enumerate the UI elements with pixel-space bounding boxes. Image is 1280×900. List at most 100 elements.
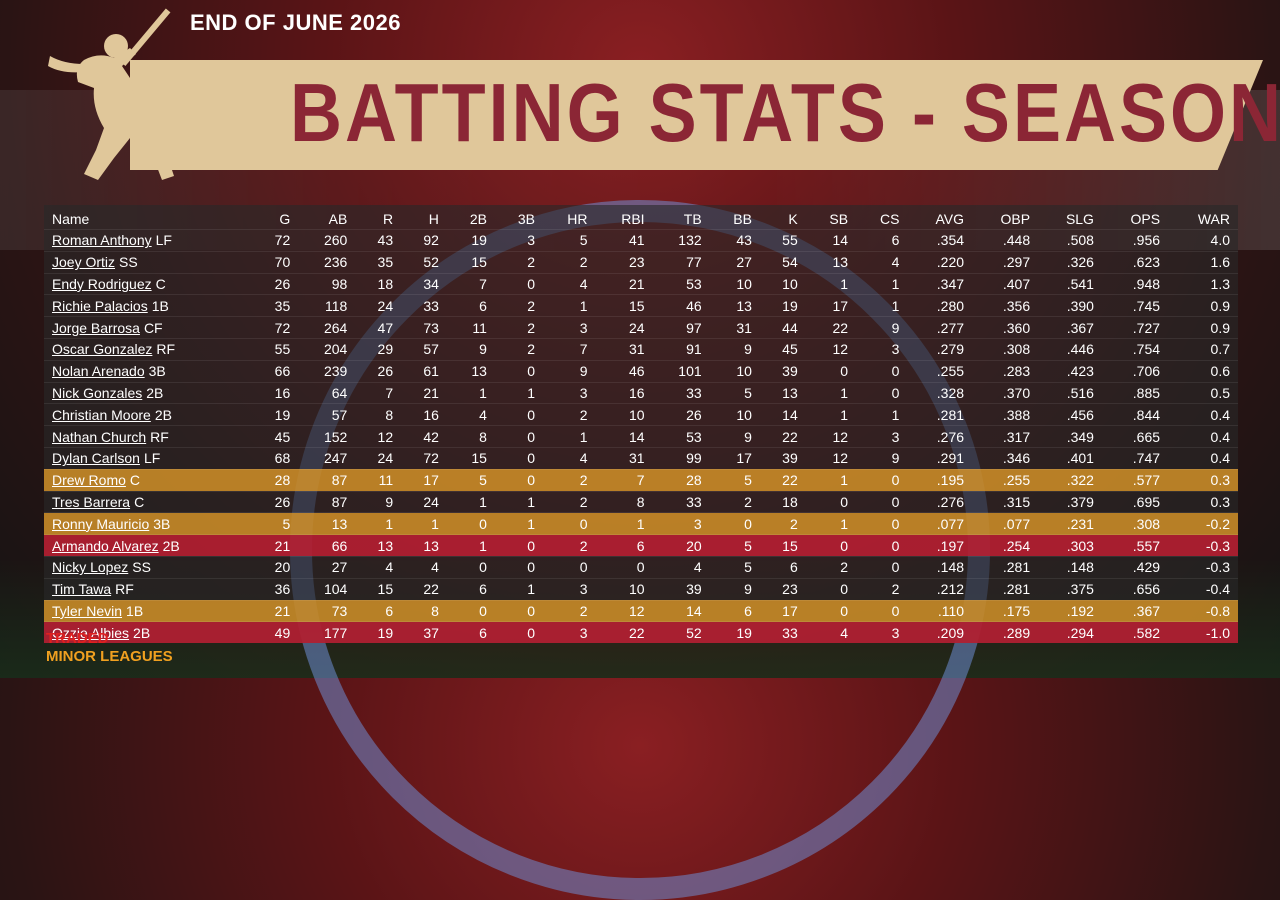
- table-row[interactable]: Tres Barrera C 26 87 9 24 1 1 2 8 33 2 18 0 0.276.315.…: [44, 490, 1238, 513]
- stat-cell-r: 43: [355, 229, 402, 252]
- player-name-link[interactable]: Endy Rodriguez: [52, 275, 152, 292]
- stat-cell-obp: .317: [972, 425, 1039, 448]
- player-name-link[interactable]: Ozzie Albies: [52, 624, 130, 641]
- stat-cell-h: 4: [401, 555, 447, 579]
- stat-cell-g: 5: [252, 512, 299, 535]
- table-row[interactable]: Tyler Nevin 1B 21 73 6 8 0 0 2 12 14 6 17 0 0.110.175.…: [44, 599, 1238, 622]
- table-row[interactable]: Christian Moore 2B 19 57 8 16 4 0 2 10 26 10 14 1 1.28…: [44, 403, 1238, 426]
- table-row[interactable]: Jorge Barrosa CF 72 264 47 73 11 2 3 24 97 31 44 22 9.…: [44, 316, 1238, 339]
- stat-cell-ab: 87: [298, 468, 356, 492]
- table-row[interactable]: Nicky Lopez SS 20 27 4 4 0 0 0 0 4 5 6 2 0.148.281.148…: [44, 555, 1238, 579]
- stat-cell-rbi: 16: [595, 381, 653, 404]
- stat-cell-avg: .212: [907, 577, 973, 601]
- player-name-link[interactable]: Tres Barrera: [52, 493, 131, 510]
- table-row[interactable]: Endy Rodriguez C 26 98 18 34 7 0 4 21 53 10 10 1 1.347…: [44, 272, 1238, 295]
- column-header-3b[interactable]: 3B: [517, 211, 535, 227]
- column-header-cs[interactable]: CS: [880, 211, 900, 227]
- stat-cell-bb: 5: [709, 534, 760, 557]
- stat-cell-avg: .347: [907, 272, 973, 295]
- stat-cell-h: 17: [401, 468, 447, 492]
- column-header-sb[interactable]: SB: [829, 211, 849, 227]
- column-header-ab[interactable]: AB: [328, 211, 348, 227]
- table-row[interactable]: Richie Palacios 1B 35 118 24 33 6 2 1 15 46 13 19 17 1…: [44, 294, 1238, 317]
- table-row[interactable]: Dylan Carlson LF 68 247 24 72 15 0 4 31 99 17 39 12 9.…: [44, 446, 1238, 470]
- table-row[interactable]: Ronny Mauricio 3B 5 13 1 1 0 1 0 1 3 0 2 1 0.077.077.2…: [44, 512, 1238, 535]
- stat-cell-2b: 13: [446, 359, 495, 383]
- column-header-tb[interactable]: TB: [683, 211, 702, 227]
- column-header-war[interactable]: WAR: [1197, 211, 1230, 227]
- player-name-link[interactable]: Nick Gonzales: [52, 384, 143, 401]
- stat-cell-hr: 5: [542, 229, 596, 252]
- column-header-h[interactable]: H: [428, 211, 439, 227]
- column-header-2b[interactable]: 2B: [469, 211, 487, 227]
- player-name-link[interactable]: Tyler Nevin: [52, 602, 123, 619]
- player-name-link[interactable]: Dylan Carlson: [52, 450, 140, 467]
- player-name-link[interactable]: Roman Anthony: [52, 232, 152, 249]
- column-header-name[interactable]: Name: [52, 211, 90, 227]
- table-row[interactable]: Nathan Church RF 45 152 12 42 8 0 1 14 53 9 22 12 3.27…: [44, 425, 1238, 448]
- player-name-link[interactable]: Armando Alvarez: [52, 537, 159, 554]
- column-header-ops[interactable]: OPS: [1130, 211, 1161, 227]
- column-header-g[interactable]: G: [279, 211, 291, 227]
- player-position: LF: [143, 450, 161, 467]
- stat-cell-sb: 13: [805, 250, 857, 274]
- player-cell: Tyler Nevin 1B: [44, 599, 253, 622]
- stat-cell-bb: 43: [709, 229, 760, 252]
- table-row[interactable]: Armando Alvarez 2B 21 66 13 13 1 0 2 6 20 5 15 0 0.197…: [44, 534, 1238, 557]
- player-name-link[interactable]: Tim Tawa: [52, 581, 112, 598]
- stat-cell-war: 0.9: [1168, 294, 1238, 317]
- column-header-k[interactable]: K: [788, 211, 798, 227]
- column-header-obp[interactable]: OBP: [1000, 211, 1031, 227]
- stat-cell-rbi: 21: [595, 272, 653, 295]
- stat-cell-ops: .665: [1101, 425, 1169, 448]
- stat-cell-tb: 97: [652, 316, 710, 339]
- stat-cell-slg: .456: [1038, 403, 1102, 426]
- stat-cell-obp: .283: [972, 359, 1039, 383]
- table-row[interactable]: Roman Anthony LF 72 260 43 92 19 3 5 41 132 43 55 14 6…: [44, 229, 1238, 252]
- stat-cell-3b: 0: [494, 425, 543, 448]
- stat-cell-cs: 0: [856, 512, 908, 535]
- stat-cell-avg: .220: [907, 250, 973, 274]
- player-name-link[interactable]: Ronny Mauricio: [52, 515, 150, 532]
- player-name-link[interactable]: Nathan Church: [52, 428, 147, 445]
- stat-cell-k: 14: [759, 403, 806, 426]
- stat-cell-2b: 4: [446, 403, 495, 426]
- stat-cell-war: 0.9: [1168, 316, 1238, 339]
- player-cell: Tres Barrera C: [44, 490, 253, 513]
- stat-cell-sb: 2: [805, 555, 857, 579]
- stat-cell-obp: .308: [972, 337, 1039, 361]
- table-row[interactable]: Oscar Gonzalez RF 55 204 29 57 9 2 7 31 91 9 45 12 3.2…: [44, 337, 1238, 361]
- stat-cell-cs: 9: [856, 446, 908, 470]
- column-header-r[interactable]: R: [383, 211, 394, 227]
- player-name-link[interactable]: Oscar Gonzalez: [52, 341, 153, 358]
- column-header-bb[interactable]: BB: [733, 211, 752, 227]
- stat-cell-k: 10: [759, 272, 806, 295]
- stat-cell-r: 15: [355, 577, 402, 601]
- stat-cell-war: 0.5: [1168, 381, 1238, 404]
- stat-cell-r: 35: [355, 250, 402, 274]
- table-row[interactable]: Nick Gonzales 2B 16 64 7 21 1 1 3 16 33 5 13 1 0.328.3…: [44, 381, 1238, 404]
- player-name-link[interactable]: Richie Palacios: [52, 297, 148, 314]
- column-header-rbi[interactable]: RBI: [621, 211, 645, 227]
- column-header-avg[interactable]: AVG: [935, 211, 965, 227]
- column-header-slg[interactable]: SLG: [1065, 211, 1094, 227]
- table-row[interactable]: Nolan Arenado 3B 66 239 26 61 13 0 9 46 101 10 39 0 0.…: [44, 359, 1238, 383]
- player-name-link[interactable]: Joey Ortiz: [52, 254, 116, 271]
- table-row[interactable]: Ozzie Albies 2B 49 177 19 37 6 0 3 22 52 19 33 4 3.209…: [44, 621, 1238, 644]
- stat-cell-r: 26: [355, 359, 402, 383]
- player-name-link[interactable]: Drew Romo: [52, 472, 126, 489]
- stat-cell-obp: .360: [972, 316, 1039, 339]
- player-name-link[interactable]: Christian Moore: [52, 406, 151, 423]
- column-header-hr[interactable]: HR: [567, 211, 588, 227]
- table-row[interactable]: Joey Ortiz SS 70 236 35 52 15 2 2 23 77 27 54 13 4.220…: [44, 250, 1238, 274]
- stat-cell-hr: 1: [542, 294, 596, 317]
- player-name-link[interactable]: Nolan Arenado: [52, 363, 145, 380]
- legend-traded: TRADED: [46, 630, 109, 647]
- player-cell: Nolan Arenado 3B: [44, 359, 253, 383]
- player-name-link[interactable]: Jorge Barrosa: [52, 319, 140, 336]
- stat-cell-sb: 12: [805, 337, 857, 361]
- player-name-link[interactable]: Nicky Lopez: [52, 559, 129, 576]
- stat-cell-sb: 22: [805, 316, 857, 339]
- table-row[interactable]: Tim Tawa RF 36 104 15 22 6 1 3 10 39 9 23 0 2.212.281.…: [44, 577, 1238, 601]
- table-row[interactable]: Drew Romo C 28 87 11 17 5 0 2 7 28 5 22 1 0.195.255.32…: [44, 468, 1238, 492]
